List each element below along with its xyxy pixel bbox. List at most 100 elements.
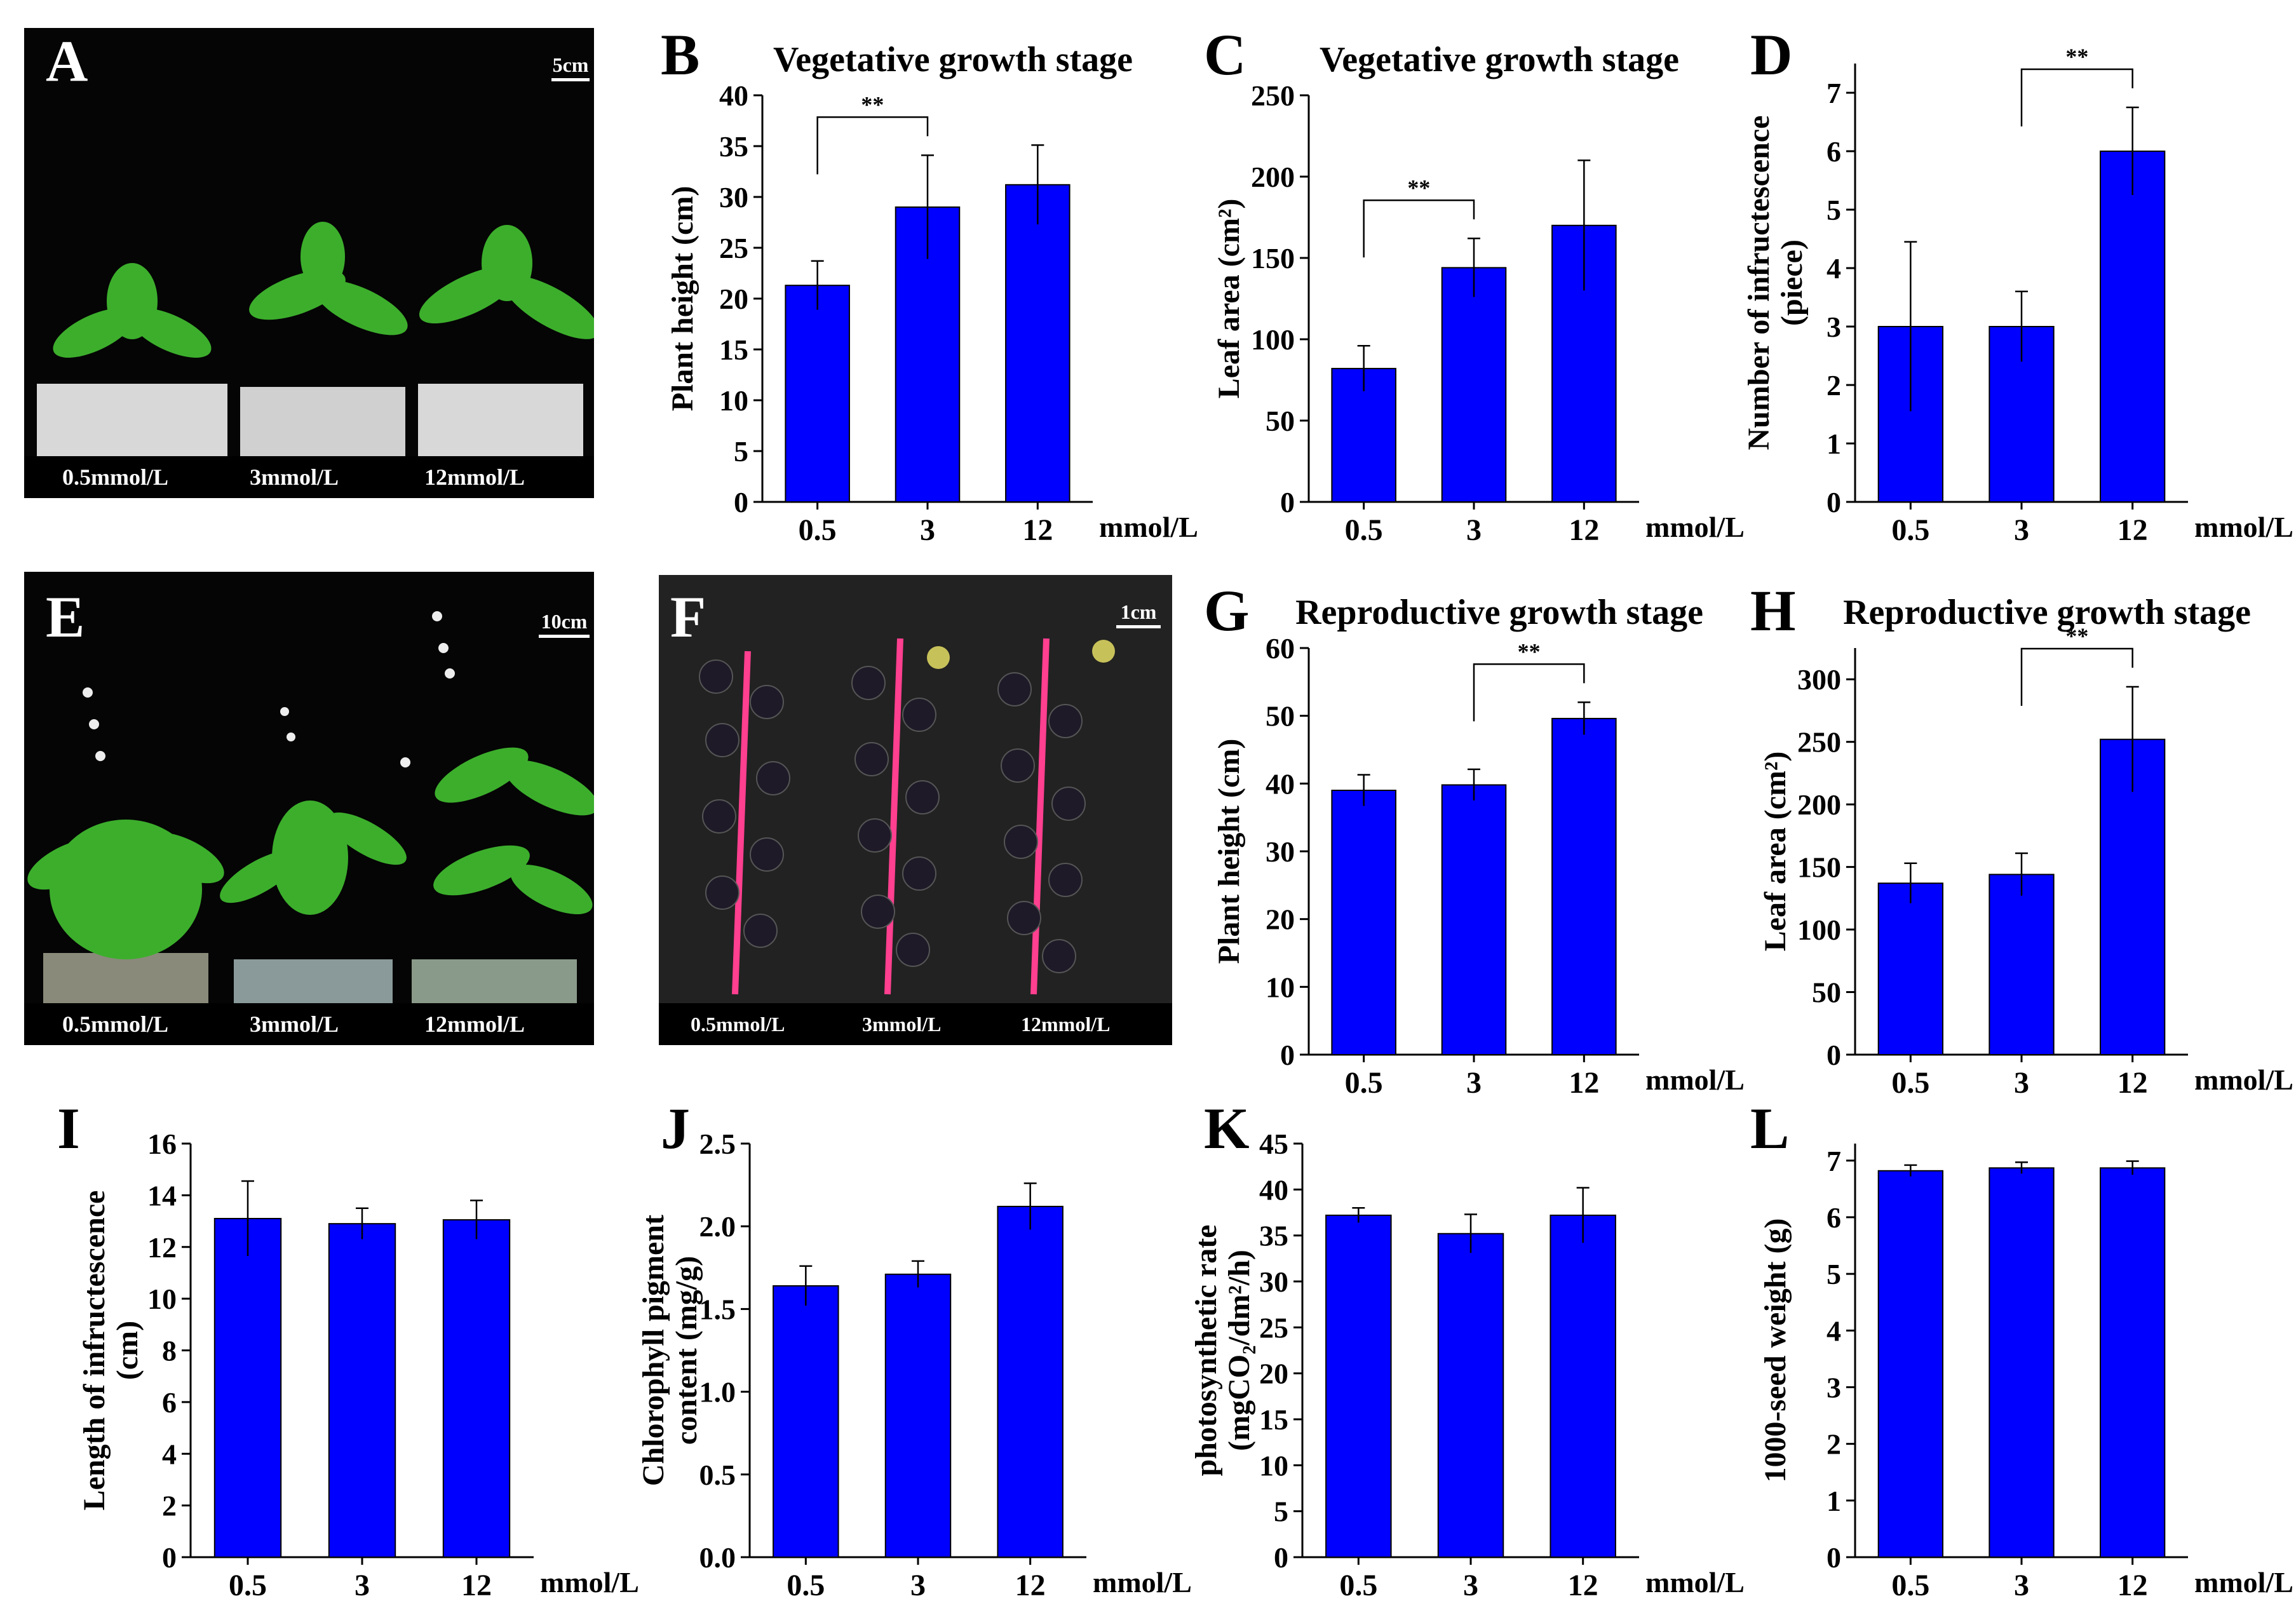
photo-panel-e: 0.5mmol/L 3mmol/L 12mmol/L 10cm [24, 572, 594, 1045]
y-tick-label: 16 [147, 1128, 177, 1160]
significance-label: ** [1407, 175, 1430, 200]
y-tick-label: 15 [1259, 1403, 1288, 1436]
y-tick-label: 0 [162, 1541, 177, 1574]
bar-0.5 [1325, 1214, 1392, 1558]
x-tick-label: 12 [2117, 1569, 2148, 1602]
chart-k: 0 5 10 15 20 25 30 35 40 45 photosynthetic rate (mg… [1189, 1128, 1745, 1602]
y-tick-label: 35 [1259, 1220, 1288, 1252]
y-tick-label: 3 [1827, 1371, 1841, 1403]
bar-3 [884, 1273, 952, 1558]
photo-e-caption-1: 0.5mmol/L [62, 1011, 168, 1037]
y-tick-label: 0 [1274, 1541, 1288, 1574]
x-unit-label: mmol/L [540, 1566, 639, 1598]
bar-12 [2100, 1167, 2166, 1558]
bar-0.5 [213, 1217, 282, 1558]
significance-label: ** [2065, 623, 2088, 649]
y-tick-label: 30 [1259, 1266, 1288, 1298]
y-tick-label: 50 [1266, 700, 1295, 733]
photo-e-caption-2: 3mmol/L [250, 1011, 339, 1037]
y-tick-label: 25 [1259, 1311, 1288, 1344]
chart-title: Vegetative growth stage [773, 40, 1133, 79]
y-axis-label: Plant height (cm) [1212, 739, 1246, 964]
photo-e-caption-3: 12mmol/L [424, 1011, 525, 1037]
y-tick-label: 200 [1251, 161, 1295, 193]
chart-g: Reproductive growth stage 0 10 20 30 40 50 60 Pl… [1212, 593, 1745, 1100]
x-tick-label: 0.5 [1891, 1569, 1929, 1602]
x-tick-label: 12 [1568, 1569, 1598, 1602]
chart-title: Reproductive growth stage [1843, 593, 2251, 632]
x-unit-label: mmol/L [2194, 511, 2293, 543]
y-tick-label: 6 [1827, 1201, 1841, 1234]
chart-j: 0.0 0.5 1.0 1.5 2.0 2.5 Chlorophyll pigment con… [637, 1128, 1192, 1602]
y-tick-label: 14 [147, 1179, 177, 1212]
photo-f-caption-1: 0.5mmol/L [691, 1012, 785, 1036]
caption-bar-a: 0.5mmol/L 3mmol/L 12mmol/L [24, 456, 594, 498]
y-tick-label: 0 [1827, 1541, 1841, 1574]
x-tick-label: 12 [1569, 513, 1599, 547]
y-tick-label: 150 [1797, 851, 1841, 884]
chart-i: 0 2 4 6 8 10 12 14 16 Length of infructescence (cm… [78, 1128, 639, 1602]
chart-h: Reproductive growth stage 0 50 100 150 200 250… [1759, 593, 2293, 1100]
y-tick-label: 1 [1827, 1485, 1841, 1517]
scale-bar-f: 1cm [1116, 600, 1161, 628]
y-tick-label: 15 [719, 334, 748, 366]
x-tick-label: 0.5 [1339, 1569, 1377, 1602]
y-tick-label: 4 [1827, 1314, 1841, 1347]
y-tick-label: 150 [1251, 242, 1295, 274]
plant-photo-e [27, 611, 594, 1010]
y-tick-label: 0 [734, 486, 748, 518]
y-tick-label: 20 [719, 283, 748, 315]
panel-letter-a: A [46, 29, 88, 93]
y-axis-label: Number of infructescence [1742, 116, 1776, 450]
panel-letter-l: L [1750, 1096, 1790, 1161]
scale-bar-e: 10cm [539, 610, 590, 638]
x-tick-label: 0.5 [799, 513, 837, 547]
y-tick-label: 250 [1797, 726, 1841, 759]
y-tick-label: 2 [162, 1490, 177, 1522]
photo-a-caption-3: 12mmol/L [424, 464, 525, 490]
y-tick-label: 100 [1251, 323, 1295, 356]
chart-b: Vegetative growth stage 0 5 10 15 20 25 30 35 40 P… [666, 40, 1198, 547]
x-tick-label: 12 [1569, 1066, 1599, 1100]
bar-0.5 [773, 1285, 839, 1558]
y-axis-label: 1000-seed weight (g) [1759, 1219, 1792, 1483]
y-tick-label: 10 [1259, 1449, 1288, 1482]
photo-panel-f: 0.5mmol/L 3mmol/L 12mmol/L 1cm [659, 575, 1172, 1045]
scale-bar-a-label: 5cm [552, 53, 589, 76]
y-tick-label: 30 [1266, 835, 1295, 868]
photo-f-caption-3: 12mmol/L [1021, 1012, 1111, 1036]
x-tick-label: 0.5 [1345, 513, 1383, 547]
y-tick-label: 5 [1827, 194, 1841, 226]
y-tick-label: 25 [719, 232, 748, 264]
y-tick-label: 2 [1827, 369, 1841, 402]
y-tick-label: 0 [1280, 486, 1295, 518]
x-tick-label: 0.5 [1345, 1066, 1383, 1100]
y-tick-label: 4 [162, 1438, 177, 1470]
y-tick-label: 10 [147, 1283, 177, 1315]
panel-letter-i: I [57, 1096, 80, 1161]
x-tick-label: 0.5 [1891, 1066, 1929, 1100]
scale-bar-e-label: 10cm [541, 610, 588, 633]
x-unit-label: mmol/L [1099, 511, 1198, 543]
x-unit-label: mmol/L [1645, 1566, 1745, 1598]
panel-letter-d: D [1750, 22, 1793, 87]
y-axis-label: Plant height (cm) [666, 186, 699, 412]
x-tick-label: 12 [2117, 513, 2148, 547]
bar-0.5 [1877, 1170, 1943, 1558]
significance-label: ** [861, 91, 884, 117]
y-tick-label: 7 [1827, 1145, 1841, 1177]
significance-bracket [1363, 199, 1475, 258]
y-axis-label: Leaf area (cm²) [1212, 199, 1246, 399]
photo-a-caption-2: 3mmol/L [250, 464, 339, 490]
y-axis-label: content (mg/g) [670, 1256, 703, 1445]
y-tick-label: 0 [1827, 1039, 1841, 1071]
x-tick-label: 3 [2014, 1066, 2029, 1100]
scale-bar-f-label: 1cm [1120, 600, 1157, 623]
y-tick-label: 5 [734, 435, 748, 468]
bar-12 [2100, 151, 2166, 503]
scale-bar-a: 5cm [551, 53, 590, 81]
panel-letter-b: B [661, 22, 700, 87]
x-unit-label: mmol/L [1645, 1064, 1745, 1096]
y-tick-label: 5 [1827, 1258, 1841, 1290]
x-unit-label: mmol/L [1093, 1566, 1192, 1598]
